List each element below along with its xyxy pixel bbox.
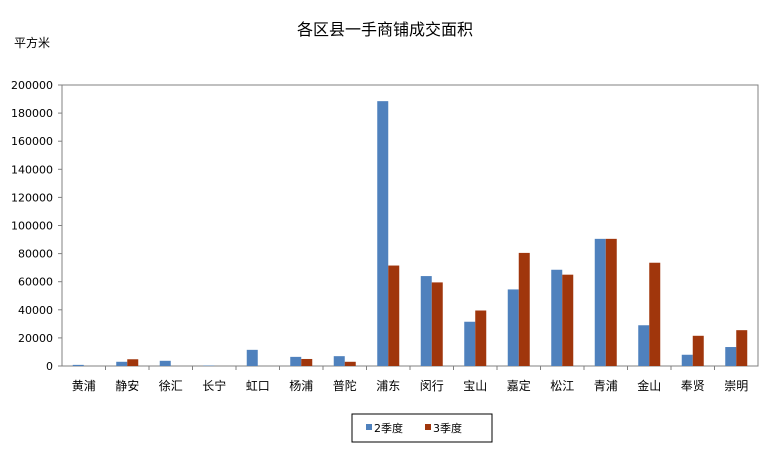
y-tick-label: 180000 [11, 107, 53, 120]
bar-q2 [551, 270, 562, 366]
bar-q2 [725, 347, 736, 366]
bar-q2 [682, 355, 693, 366]
y-tick-label: 20000 [18, 332, 53, 345]
bar-q3 [345, 362, 356, 366]
bar-q2 [116, 362, 127, 366]
x-tick-label: 徐汇 [159, 378, 183, 393]
x-tick-label: 普陀 [333, 378, 357, 393]
x-tick-label: 闵行 [420, 378, 444, 393]
y-tick-label: 100000 [11, 220, 53, 233]
bar-q3 [432, 282, 443, 366]
bar-q3 [736, 330, 747, 366]
bar-q3 [562, 275, 573, 366]
x-tick-label: 静安 [115, 378, 139, 393]
bar-q2 [638, 325, 649, 366]
bar-q2 [334, 356, 345, 366]
bar-q2 [595, 239, 606, 366]
legend-label: 3季度 [433, 421, 462, 435]
legend: 2季度 3季度 [352, 414, 492, 442]
legend-swatch [366, 424, 372, 430]
bar-q3 [519, 253, 530, 366]
x-tick-label: 浦东 [376, 379, 400, 393]
bar-q2 [508, 289, 519, 366]
x-tick-label: 长宁 [202, 378, 226, 393]
bar-q2 [290, 357, 301, 366]
x-tick-label: 嘉定 [507, 378, 531, 393]
x-tick-label: 青浦 [594, 379, 618, 393]
y-tick-label: 160000 [11, 135, 53, 148]
legend-swatch [425, 424, 431, 430]
y-tick-label: 0 [46, 360, 53, 373]
bar-q3 [475, 311, 486, 366]
y-tick-label: 120000 [11, 191, 53, 204]
chart-title: 各区县一手商铺成交面积 [297, 20, 473, 39]
x-tick-label: 松江 [550, 379, 574, 393]
legend-label: 2季度 [374, 421, 403, 435]
x-tick-label: 虹口 [246, 379, 270, 393]
x-tick-label: 奉贤 [681, 379, 705, 393]
bar-q3 [649, 263, 660, 366]
bar-q2 [247, 350, 258, 366]
legend-box [352, 414, 492, 442]
y-tick-label: 80000 [18, 248, 53, 261]
y-tick-label: 60000 [18, 276, 53, 289]
bar-q3 [388, 266, 399, 366]
y-tick-label: 200000 [11, 79, 53, 92]
bar-q3 [693, 336, 704, 366]
y-axis-unit-label: 平方米 [14, 35, 50, 50]
y-tick-label: 40000 [18, 304, 53, 317]
x-tick-label: 金山 [637, 378, 661, 393]
x-tick-label: 黄浦 [72, 379, 96, 393]
bar-q2 [160, 361, 171, 366]
bar-q3 [127, 359, 138, 366]
bar-q2 [73, 365, 84, 366]
bar-q2 [377, 101, 388, 366]
x-tick-label: 杨浦 [289, 378, 313, 393]
bar-q2 [421, 276, 432, 366]
y-tick-label: 140000 [11, 163, 53, 176]
x-tick-label: 崇明 [724, 379, 748, 393]
x-tick-label: 宝山 [463, 379, 487, 393]
bar-q2 [464, 322, 475, 366]
bar-q3 [606, 239, 617, 366]
bar-q3 [301, 359, 312, 366]
